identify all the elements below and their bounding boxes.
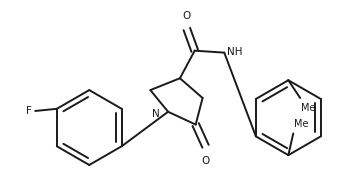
Text: O: O — [183, 11, 191, 21]
Text: NH: NH — [227, 47, 243, 57]
Text: N: N — [153, 109, 160, 119]
Text: Me: Me — [301, 103, 315, 113]
Text: O: O — [201, 156, 210, 166]
Text: F: F — [27, 106, 32, 116]
Text: Me: Me — [294, 118, 309, 128]
